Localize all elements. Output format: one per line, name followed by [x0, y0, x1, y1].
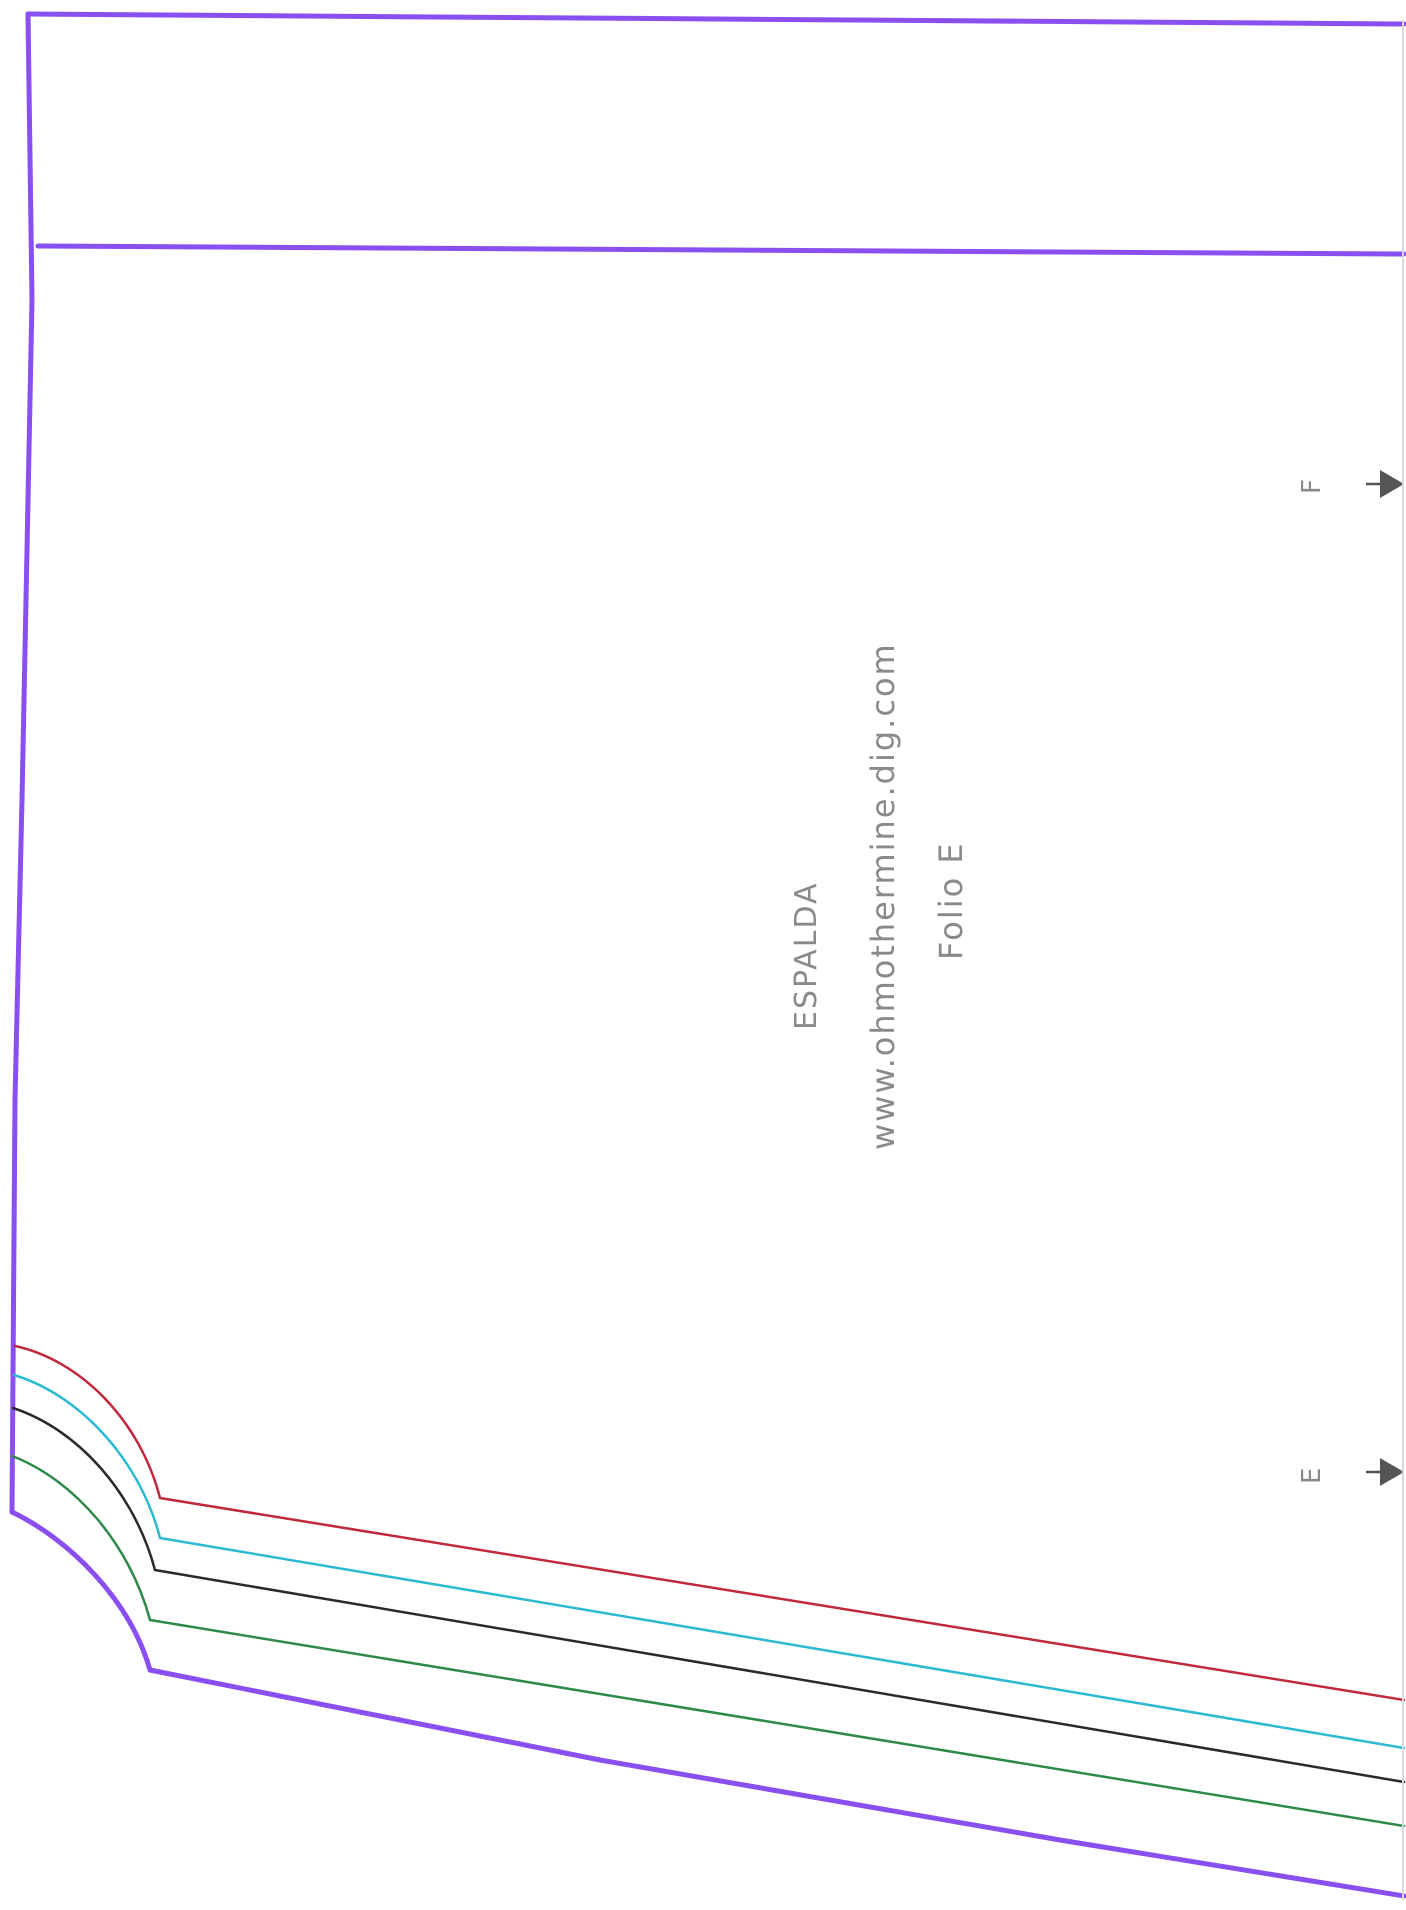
- pattern-outline: [9, 11, 1406, 1899]
- size-line-green: [10, 1454, 1406, 1828]
- mark-letter-upper: F: [1297, 477, 1327, 494]
- arrow-right-icon: [1380, 470, 1404, 498]
- alignment-mark-upper: F: [1297, 470, 1404, 498]
- waistband-line: [35, 243, 1406, 257]
- top-edge-line: [25, 11, 1406, 27]
- website-label: www.ohmothermine.dig.com: [864, 642, 902, 1150]
- size-line-red: [13, 1344, 1406, 1702]
- left-side-edge: [9, 11, 35, 1515]
- size-line-cyan: [12, 1373, 1406, 1750]
- inseam-outer: [147, 1667, 1406, 1899]
- mark-letter-lower: E: [1297, 1466, 1327, 1484]
- size-line-black: [11, 1406, 1406, 1784]
- label-group: ESPALDA www.ohmothermine.dig.com Folio E: [789, 642, 970, 1150]
- piece-name-label: ESPALDA: [789, 881, 824, 1030]
- arrow-right-icon: [1380, 1458, 1404, 1486]
- alignment-mark-lower: E: [1297, 1458, 1404, 1486]
- size-lines: [10, 1344, 1406, 1828]
- page-label: Folio E: [932, 841, 970, 960]
- crotch-curve-outer: [9, 1509, 153, 1673]
